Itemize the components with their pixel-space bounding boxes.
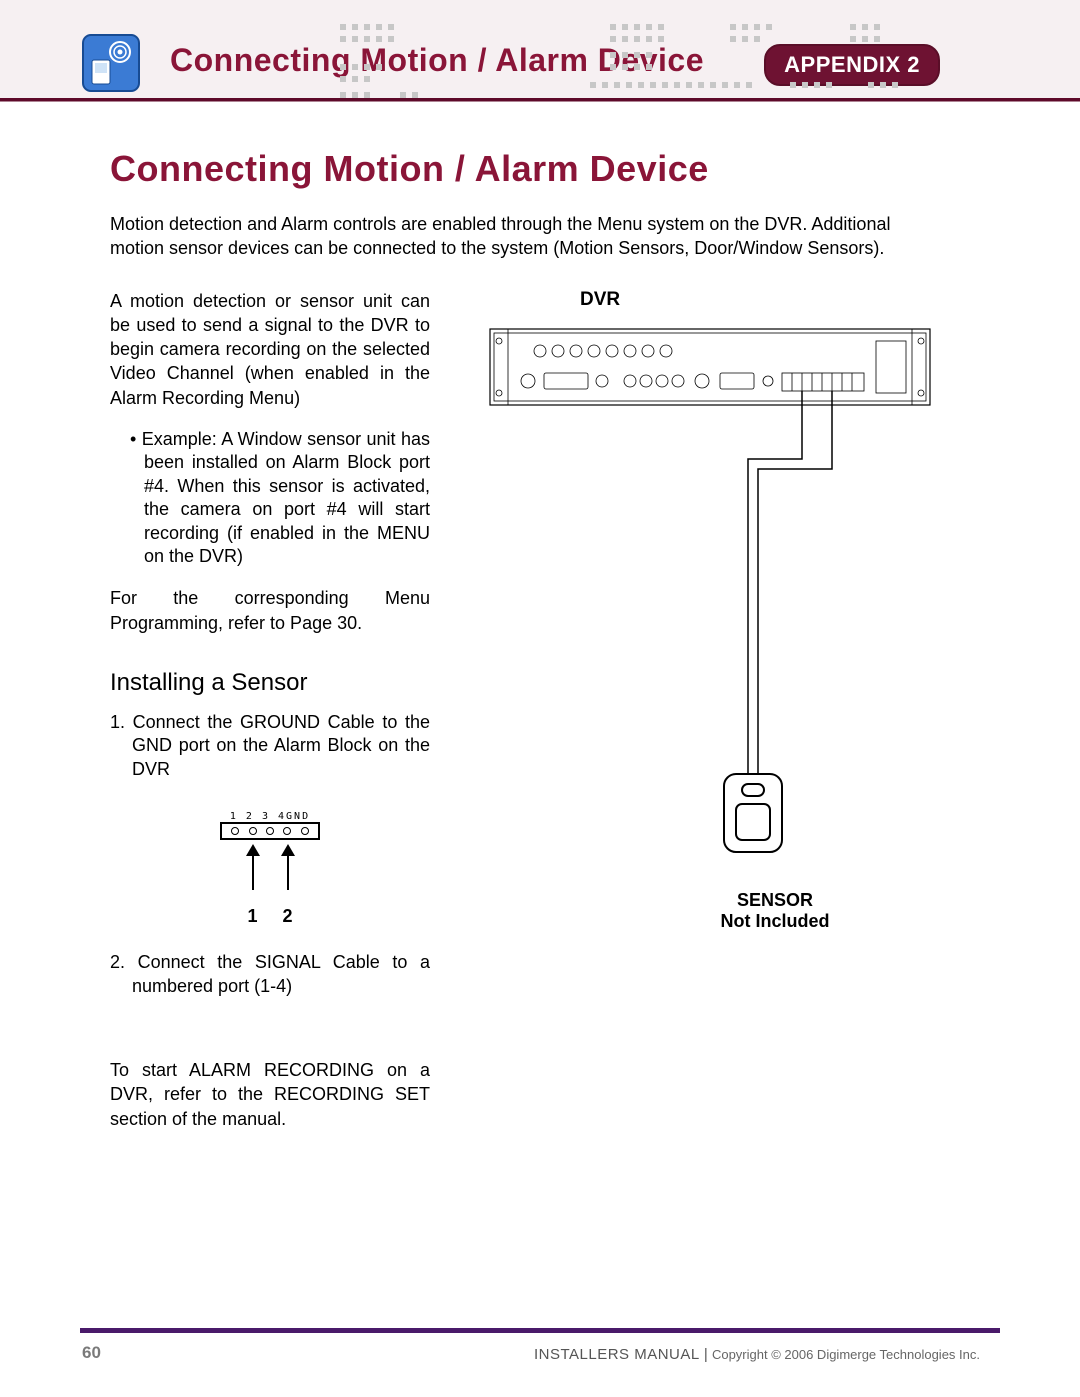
arrow-label-2: 2 [282, 906, 292, 927]
intro-paragraph: Motion detection and Alarm controls are … [110, 212, 930, 261]
right-column: DVR [480, 289, 980, 1149]
sensor-note: Not Included [570, 911, 980, 932]
product-icon [82, 34, 140, 92]
header-title: Connecting Motion / Alarm Device [170, 42, 704, 79]
page-content: Connecting Motion / Alarm Device Motion … [0, 118, 1080, 1149]
appendix-badge: APPENDIX 2 [764, 44, 940, 86]
footer-text: INSTALLERS MANUAL | Copyright © 2006 Dig… [534, 1346, 980, 1363]
paragraph-1: A motion detection or sensor unit can be… [110, 289, 430, 410]
subheading-installing: Installing a Sensor [110, 669, 430, 697]
sensor-label: SENSOR [570, 890, 980, 911]
paragraph-2: For the corresponding Menu Programming, … [110, 586, 430, 635]
arrow-up-icon [246, 844, 260, 856]
step-1: 1. Connect the GROUND Cable to the GND p… [110, 711, 430, 781]
page-number: 60 [82, 1343, 101, 1363]
step-2: 2. Connect the SIGNAL Cable to a numbere… [110, 951, 430, 998]
footer-separator: | [700, 1346, 712, 1363]
footer-manual-name: INSTALLERS MANUAL [534, 1346, 700, 1363]
arrow-label-1: 1 [247, 906, 257, 927]
terminal-block-diagram: 1 2 3 4GND 1 2 [220, 811, 320, 927]
page-header: Connecting Motion / Alarm Device APPENDI… [0, 0, 1080, 118]
dvr-label: DVR [580, 289, 980, 311]
footer-copyright: Copyright © 2006 Digimerge Technologies … [712, 1347, 980, 1362]
dvr-sensor-diagram [480, 319, 940, 879]
arrow-up-icon [281, 844, 295, 856]
footer-rule [80, 1328, 1000, 1333]
example-bullet: Example: A Window sensor unit has been i… [110, 428, 430, 568]
terminal-block-icon [220, 822, 320, 840]
page-title: Connecting Motion / Alarm Device [110, 148, 980, 190]
left-column: A motion detection or sensor unit can be… [110, 289, 430, 1149]
terminal-port-labels: 1 2 3 4GND [220, 811, 320, 822]
paragraph-3: To start ALARM RECORDING on a DVR, refer… [110, 1058, 430, 1131]
